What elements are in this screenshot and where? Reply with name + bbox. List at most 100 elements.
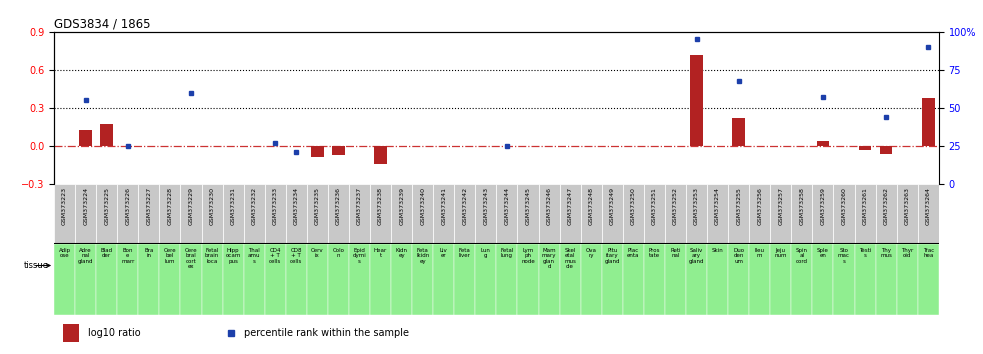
Bar xyxy=(96,244,117,315)
Text: CD8
+ T
cells: CD8 + T cells xyxy=(290,248,303,264)
Text: GSM373223: GSM373223 xyxy=(62,187,67,225)
Text: Feta
lkidn
ey: Feta lkidn ey xyxy=(416,248,430,264)
Bar xyxy=(391,244,412,315)
Bar xyxy=(286,184,307,244)
Text: GSM373244: GSM373244 xyxy=(504,187,509,225)
Text: GSM373257: GSM373257 xyxy=(779,187,783,225)
Text: GSM373256: GSM373256 xyxy=(757,187,762,225)
Text: Cere
bel
lum: Cere bel lum xyxy=(163,248,176,264)
Bar xyxy=(644,244,665,315)
Bar xyxy=(222,184,244,244)
Text: Thy
mus: Thy mus xyxy=(880,248,892,258)
Bar xyxy=(517,244,539,315)
Text: Sto
mac
s: Sto mac s xyxy=(838,248,850,264)
Text: log10 ratio: log10 ratio xyxy=(87,328,141,338)
Text: Testi
s: Testi s xyxy=(859,248,871,258)
Text: Pitu
itary
gland: Pitu itary gland xyxy=(605,248,620,264)
Bar xyxy=(876,184,896,244)
Text: GSM373254: GSM373254 xyxy=(715,187,721,225)
Text: GSM373255: GSM373255 xyxy=(736,187,741,225)
Text: GSM373247: GSM373247 xyxy=(567,187,573,225)
Bar xyxy=(732,118,745,146)
Bar xyxy=(117,184,139,244)
Bar xyxy=(222,244,244,315)
Text: GSM373234: GSM373234 xyxy=(294,187,299,225)
Text: Skin: Skin xyxy=(712,248,723,253)
Bar xyxy=(559,184,581,244)
Bar xyxy=(581,244,602,315)
Text: GSM373251: GSM373251 xyxy=(652,187,657,225)
Bar xyxy=(202,184,222,244)
Text: GSM373260: GSM373260 xyxy=(841,187,846,225)
Bar xyxy=(690,55,703,146)
Bar xyxy=(434,184,454,244)
Text: Skel
etal
mus
cle: Skel etal mus cle xyxy=(564,248,576,269)
Bar xyxy=(791,244,812,315)
Text: CD4
+ T
cells: CD4 + T cells xyxy=(269,248,281,264)
Text: GSM373261: GSM373261 xyxy=(862,187,868,225)
Text: GSM373227: GSM373227 xyxy=(146,187,151,225)
Bar xyxy=(159,244,181,315)
Bar xyxy=(496,184,517,244)
Bar xyxy=(75,244,96,315)
Text: Thal
amu
s: Thal amu s xyxy=(248,248,260,264)
Text: GSM373258: GSM373258 xyxy=(799,187,804,225)
Bar xyxy=(771,244,791,315)
Bar xyxy=(896,244,918,315)
Text: GSM373249: GSM373249 xyxy=(609,187,614,225)
Text: Epid
dymi
s: Epid dymi s xyxy=(353,248,367,264)
Bar xyxy=(139,184,159,244)
Text: GSM373243: GSM373243 xyxy=(484,187,489,225)
Bar xyxy=(412,244,434,315)
Text: Blad
der: Blad der xyxy=(100,248,113,258)
Bar xyxy=(665,244,686,315)
Bar xyxy=(686,184,707,244)
Text: GSM373263: GSM373263 xyxy=(904,187,909,225)
Bar xyxy=(454,244,476,315)
Bar xyxy=(728,184,749,244)
Text: GDS3834 / 1865: GDS3834 / 1865 xyxy=(54,17,150,30)
Text: Duo
den
um: Duo den um xyxy=(733,248,744,264)
Bar xyxy=(496,244,517,315)
Bar xyxy=(264,184,286,244)
Bar xyxy=(623,244,644,315)
Text: GSM373231: GSM373231 xyxy=(231,187,236,225)
Text: GSM373238: GSM373238 xyxy=(378,187,383,225)
Bar xyxy=(791,184,812,244)
Bar xyxy=(139,244,159,315)
Bar xyxy=(244,184,264,244)
Bar xyxy=(539,244,559,315)
Bar xyxy=(812,184,834,244)
Text: GSM373233: GSM373233 xyxy=(272,187,278,225)
Bar xyxy=(539,184,559,244)
Text: GSM373252: GSM373252 xyxy=(673,187,678,225)
Text: Cerv
ix: Cerv ix xyxy=(311,248,323,258)
Bar xyxy=(876,244,896,315)
Text: GSM373245: GSM373245 xyxy=(526,187,531,225)
Text: GSM373229: GSM373229 xyxy=(189,187,194,225)
Text: Hear
t: Hear t xyxy=(374,248,387,258)
Text: GSM373241: GSM373241 xyxy=(441,187,446,225)
Bar xyxy=(100,125,113,146)
Bar xyxy=(328,184,349,244)
Bar xyxy=(817,141,830,146)
Text: Bon
e
marr: Bon e marr xyxy=(121,248,135,264)
Bar xyxy=(707,244,728,315)
Text: GSM373236: GSM373236 xyxy=(336,187,341,225)
Bar xyxy=(918,184,939,244)
Bar xyxy=(623,184,644,244)
Bar xyxy=(54,184,75,244)
Text: Pros
tate: Pros tate xyxy=(649,248,661,258)
Bar xyxy=(244,244,264,315)
Bar xyxy=(559,244,581,315)
Bar xyxy=(181,184,202,244)
Text: Hipp
ocam
pus: Hipp ocam pus xyxy=(225,248,241,264)
Bar xyxy=(728,244,749,315)
Bar xyxy=(749,244,771,315)
Text: Feta
liver: Feta liver xyxy=(459,248,471,258)
Text: Saliv
ary
gland: Saliv ary gland xyxy=(689,248,704,264)
Text: GSM373264: GSM373264 xyxy=(926,187,931,225)
Text: GSM373246: GSM373246 xyxy=(547,187,551,225)
Bar xyxy=(859,146,871,150)
Bar xyxy=(665,184,686,244)
